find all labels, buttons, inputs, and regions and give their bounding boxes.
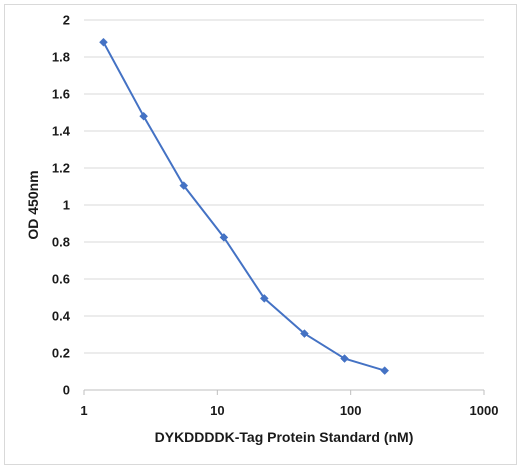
- x-tick-label: 1: [80, 403, 87, 418]
- data-point: [219, 233, 229, 242]
- data-point: [259, 294, 269, 303]
- y-tick-label: 0.6: [52, 272, 70, 287]
- grid-layer: [84, 19, 484, 354]
- y-tick-label: 0.4: [52, 309, 71, 324]
- x-tick-label: 10: [210, 403, 224, 418]
- chart-frame: [4, 4, 517, 465]
- y-tick-label: 1.2: [52, 161, 70, 176]
- data-point: [340, 354, 349, 363]
- data-point: [99, 37, 108, 47]
- y-tick-label: 1.8: [52, 50, 70, 65]
- y-axis-title: OD 450nm: [25, 170, 41, 239]
- label-layer: 0 0.2 0.4 0.6 0.8 1 1.2 1.4 1.6 1.8 2 1 10 100 1000: [52, 13, 499, 419]
- y-tick-label: 1.4: [52, 124, 71, 139]
- x-axis-title: DYKDDDDK-Tag Protein Standard (nM): [155, 429, 414, 445]
- y-tick-label: 1: [63, 198, 70, 213]
- axis-layer: [83, 389, 485, 395]
- series-layer: [99, 37, 390, 375]
- data-point: [179, 181, 189, 190]
- y-tick-label: 1.6: [52, 87, 70, 102]
- y-tick-label: 2: [63, 13, 70, 28]
- data-point: [139, 111, 148, 121]
- data-point: [300, 329, 309, 338]
- y-tick-label: 0.2: [52, 346, 70, 361]
- series-line: [102, 41, 385, 372]
- x-tick-label: 1000: [470, 403, 499, 418]
- data-point: [380, 366, 390, 375]
- y-tick-label: 0.8: [52, 235, 70, 250]
- y-tick-label: 0: [63, 383, 70, 398]
- x-tick-label: 100: [340, 403, 362, 418]
